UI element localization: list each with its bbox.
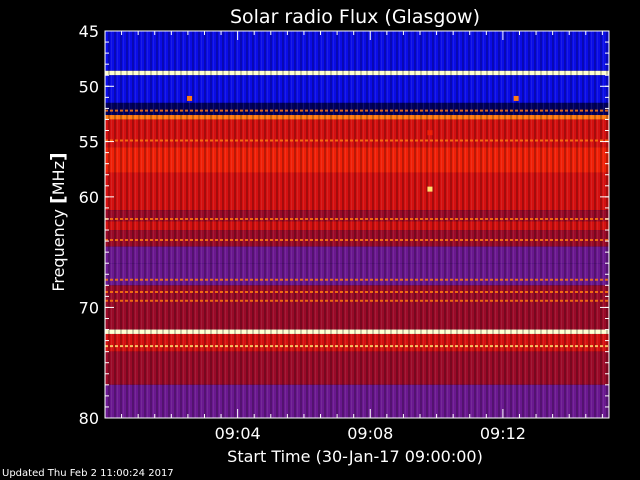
x-tick-label: 09:12: [480, 424, 526, 443]
y-axis-label: Frequency [MHz]: [47, 152, 69, 291]
y-tick-label: 60: [79, 188, 99, 207]
burst-spot: [427, 186, 433, 192]
y-axis-label-bracket-close: ]: [47, 152, 69, 161]
spectrogram-plot-area: [105, 31, 609, 418]
burst-spot: [513, 95, 519, 101]
y-axis-label-unit: MHz: [49, 161, 68, 195]
updated-timestamp: Updated Thu Feb 2 11:00:24 2017: [2, 468, 174, 479]
axes: 45 50 55 60 70 80 09:04 09:08 09:12: [79, 22, 610, 443]
y-tick-label: 70: [79, 298, 99, 317]
y-tick-label: 45: [79, 22, 99, 41]
plot-frame: [104, 30, 610, 419]
burst-spot: [187, 95, 193, 101]
y-axis-label-prefix: Frequency: [49, 204, 68, 292]
y-tick-label: 55: [79, 133, 99, 152]
x-axis-label: Start Time (30-Jan-17 09:00:00): [227, 447, 483, 466]
y-tick-label: 50: [79, 77, 99, 96]
burst-spot: [427, 130, 433, 136]
x-tick-label: 09:04: [215, 424, 261, 443]
texture-overlay: [105, 31, 609, 418]
x-tick-label: 09:08: [347, 424, 393, 443]
y-tick-label: 80: [79, 409, 99, 428]
y-axis-label-bracket-open: [: [47, 195, 69, 204]
chart-title: Solar radio Flux (Glasgow): [230, 6, 480, 28]
